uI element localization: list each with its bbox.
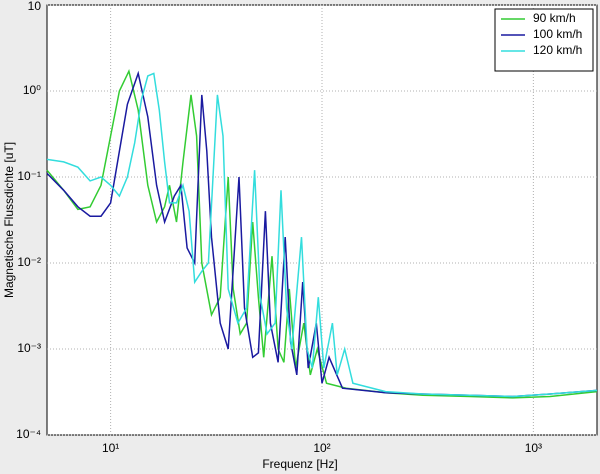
y-tick-label: 10⁰ xyxy=(23,83,41,97)
x-tick-label: 10³ xyxy=(525,441,542,455)
x-axis-label: Frequenz [Hz] xyxy=(262,457,337,471)
y-tick-label: 10⁻⁴ xyxy=(16,427,41,441)
data-line xyxy=(46,72,598,398)
x-tick-label: 10¹ xyxy=(102,441,119,455)
data-line xyxy=(46,70,598,398)
y-tick-label: 10⁻³ xyxy=(17,341,41,355)
y-tick-label: 10⁻² xyxy=(17,255,41,269)
legend-box xyxy=(494,8,594,72)
data-line xyxy=(46,68,598,399)
x-tick-label: 10² xyxy=(313,441,330,455)
y-axis-label: Magnetische Flussdichte [uT] xyxy=(2,142,16,298)
legend-label: 100 km/h xyxy=(533,27,582,41)
legend-label: 120 km/h xyxy=(533,43,582,57)
legend-label: 90 km/h xyxy=(533,11,576,25)
y-tick-label: 10⁻¹ xyxy=(17,169,41,183)
y-tick-label: 10 xyxy=(28,0,42,13)
